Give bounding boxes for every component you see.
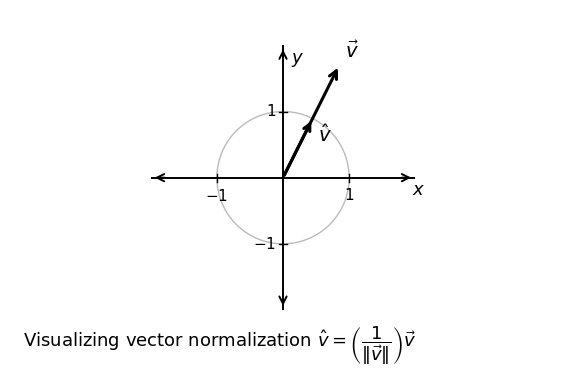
Text: $-1$: $-1$: [205, 188, 228, 204]
Text: Visualizing vector normalization $\hat{v} = \left(\dfrac{1}{\|\vec{v}\|}\right)\: Visualizing vector normalization $\hat{v…: [23, 324, 416, 367]
Text: 1: 1: [267, 104, 276, 119]
Text: 1: 1: [344, 188, 354, 203]
Text: $\hat{v}$: $\hat{v}$: [318, 124, 332, 146]
Text: $-1$: $-1$: [254, 236, 276, 252]
Text: $\vec{v}$: $\vec{v}$: [345, 41, 358, 62]
Text: $x$: $x$: [412, 181, 425, 198]
Text: $y$: $y$: [291, 51, 305, 69]
